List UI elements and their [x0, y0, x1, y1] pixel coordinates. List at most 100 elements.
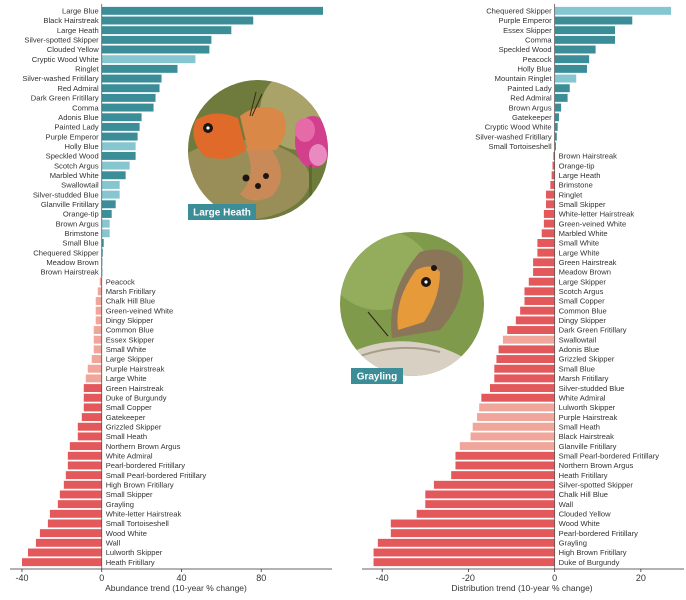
distribution-label-heath-fritillary: Heath Fritillary — [559, 471, 608, 480]
abundance-bar-purple-hairstreak — [87, 364, 102, 373]
abundance-bar-cryptic-wood-white — [101, 55, 196, 64]
abundance-bar-northern-brown-argus — [69, 442, 102, 451]
distribution-label-meadow-brown: Meadow Brown — [559, 268, 611, 277]
distribution-bar-small-tortoiseshell — [554, 142, 556, 151]
abundance-label-orange-tip: Orange-tip — [63, 210, 99, 219]
abundance-tick-label-40: 40 — [176, 573, 186, 583]
abundance-label-small-white: Small White — [106, 345, 147, 354]
abundance-label-marsh-fritillary: Marsh Fritillary — [106, 287, 156, 296]
distribution-bar-brown-hairstreak — [553, 151, 555, 160]
abundance-label-gatekeeper: Gatekeeper — [106, 413, 146, 422]
distribution-bar-small-copper — [524, 297, 555, 305]
abundance-bar-small-skipper — [59, 490, 102, 499]
distribution-bar-high-brown-fritillary — [373, 548, 555, 557]
distribution-bar-small-skipper — [546, 200, 555, 209]
abundance-bar-green-hairstreak — [83, 384, 102, 393]
distribution-label-swallowtail: Swallowtail — [559, 335, 597, 344]
abundance-label-silver-washed-fritillary: Silver-washed Fritillary — [22, 74, 99, 83]
distribution-label-ringlet: Ringlet — [559, 190, 584, 199]
distribution-label-purple-emperor: Purple Emperor — [498, 16, 552, 25]
abundance-bar-small-pearl-bordered-fritillary — [65, 471, 102, 480]
abundance-label-red-admiral: Red Admiral — [57, 84, 99, 93]
abundance-label-speckled-wood: Speckled Wood — [46, 152, 99, 161]
distribution-label-glanville-fritillary: Glanville Fritillary — [559, 442, 617, 451]
abundance-bar-chalk-hill-blue — [95, 297, 102, 305]
abundance-label-swallowtail: Swallowtail — [61, 181, 99, 190]
abundance-label-purple-emperor: Purple Emperor — [46, 132, 100, 141]
distribution-label-chequered-skipper: Chequered Skipper — [486, 7, 552, 16]
distribution-bar-chequered-skipper — [554, 6, 672, 15]
abundance-bar-pearl-bordered-fritillary — [67, 461, 102, 470]
abundance-bar-dingy-skipper — [95, 316, 102, 325]
abundance-label-wall: Wall — [106, 539, 121, 548]
distribution-bar-dingy-skipper — [515, 316, 555, 325]
abundance-tick-label-0: 0 — [99, 573, 104, 583]
distribution-bar-marsh-fritillary — [494, 374, 555, 383]
abundance-bar-peacock — [99, 277, 102, 286]
distribution-label-marbled-white: Marbled White — [559, 229, 608, 238]
distribution-bar-common-blue — [520, 306, 555, 315]
distribution-label-adonis-blue: Adonis Blue — [559, 345, 600, 354]
abundance-label-purple-hairstreak: Purple Hairstreak — [106, 364, 165, 373]
distribution-label-essex-skipper: Essex Skipper — [503, 26, 552, 35]
distribution-bar-mountain-ringlet — [554, 74, 577, 83]
distribution-bar-holly-blue — [554, 64, 587, 73]
abundance-label-pearl-bordered-fritillary: Pearl-bordered Fritillary — [106, 461, 186, 470]
abundance-label-large-blue: Large Blue — [62, 7, 99, 16]
distribution-bar-pearl-bordered-fritillary — [390, 529, 555, 538]
abundance-bar-common-blue — [93, 326, 102, 334]
abundance-bar-wood-white — [39, 529, 102, 538]
distribution-label-dark-green-fritillary: Dark Green Fritillary — [559, 326, 627, 335]
distribution-label-brown-hairstreak: Brown Hairstreak — [559, 152, 617, 161]
distribution-label-dingy-skipper: Dingy Skipper — [559, 316, 607, 325]
distribution-bar-speckled-wood — [554, 45, 596, 54]
abundance-label-clouded-yellow: Clouded Yellow — [47, 45, 99, 54]
large-heath-badge — [188, 204, 256, 220]
abundance-bar-small-copper — [83, 403, 102, 412]
abundance-bar-silver-washed-fritillary — [101, 74, 162, 83]
distribution-label-clouded-yellow: Clouded Yellow — [559, 510, 611, 519]
abundance-label-small-blue: Small Blue — [62, 239, 98, 248]
abundance-label-adonis-blue: Adonis Blue — [58, 113, 99, 122]
distribution-bar-white-admiral — [481, 393, 555, 402]
distribution-bar-large-skipper — [528, 277, 555, 286]
distribution-label-wall: Wall — [559, 500, 574, 509]
distribution-bar-red-admiral — [554, 93, 568, 102]
distribution-label-small-blue: Small Blue — [559, 364, 595, 373]
distribution-bar-marbled-white — [541, 229, 555, 238]
distribution-bar-glanville-fritillary — [459, 442, 555, 451]
distribution-bar-silver-studded-blue — [489, 384, 555, 393]
distribution-bar-large-heath — [551, 171, 555, 180]
distribution-label-black-hairstreak: Black Hairstreak — [559, 432, 614, 441]
distribution-label-small-pearl-bordered-fritillary: Small Pearl-bordered Fritillary — [559, 451, 660, 460]
abundance-bar-scotch-argus — [101, 161, 130, 170]
abundance-bar-white-admiral — [67, 451, 102, 460]
distribution-bar-heath-fritillary — [451, 471, 555, 480]
distribution-label-chalk-hill-blue: Chalk Hill Blue — [559, 490, 608, 499]
abundance-bar-wall — [35, 538, 102, 547]
distribution-label-wood-white: Wood White — [559, 519, 600, 528]
distribution-bar-wood-white — [390, 519, 555, 528]
distribution-bar-comma — [554, 35, 616, 44]
distribution-label-green-veined-white: Green-veined White — [559, 219, 627, 228]
distribution-bar-small-pearl-bordered-fritillary — [455, 451, 555, 460]
distribution-bar-white-letter-hairstreak — [543, 209, 555, 218]
abundance-label-small-copper: Small Copper — [106, 403, 152, 412]
abundance-label-lulworth-skipper: Lulworth Skipper — [106, 548, 163, 557]
distribution-bar-brimstone — [550, 180, 555, 189]
abundance-bar-silver-spotted-skipper — [101, 35, 212, 44]
abundance-label-high-brown-fritillary: High Brown Fritillary — [106, 480, 174, 489]
abundance-bar-speckled-wood — [101, 151, 136, 160]
abundance-label-silver-spotted-skipper: Silver-spotted Skipper — [24, 36, 99, 45]
abundance-bar-purple-emperor — [101, 132, 138, 141]
distribution-bar-silver-washed-fritillary — [554, 132, 557, 141]
abundance-label-heath-fritillary: Heath Fritillary — [106, 558, 155, 567]
abundance-label-essex-skipper: Essex Skipper — [106, 335, 155, 344]
abundance-bar-brimstone — [101, 229, 110, 238]
distribution-bar-orange-tip — [552, 161, 555, 170]
abundance-bar-glanville-fritillary — [101, 200, 116, 209]
abundance-bar-grizzled-skipper — [77, 422, 102, 431]
abundance-label-dingy-skipper: Dingy Skipper — [106, 316, 154, 325]
abundance-bar-marbled-white — [101, 171, 126, 180]
abundance-bar-gatekeeper — [81, 413, 102, 422]
